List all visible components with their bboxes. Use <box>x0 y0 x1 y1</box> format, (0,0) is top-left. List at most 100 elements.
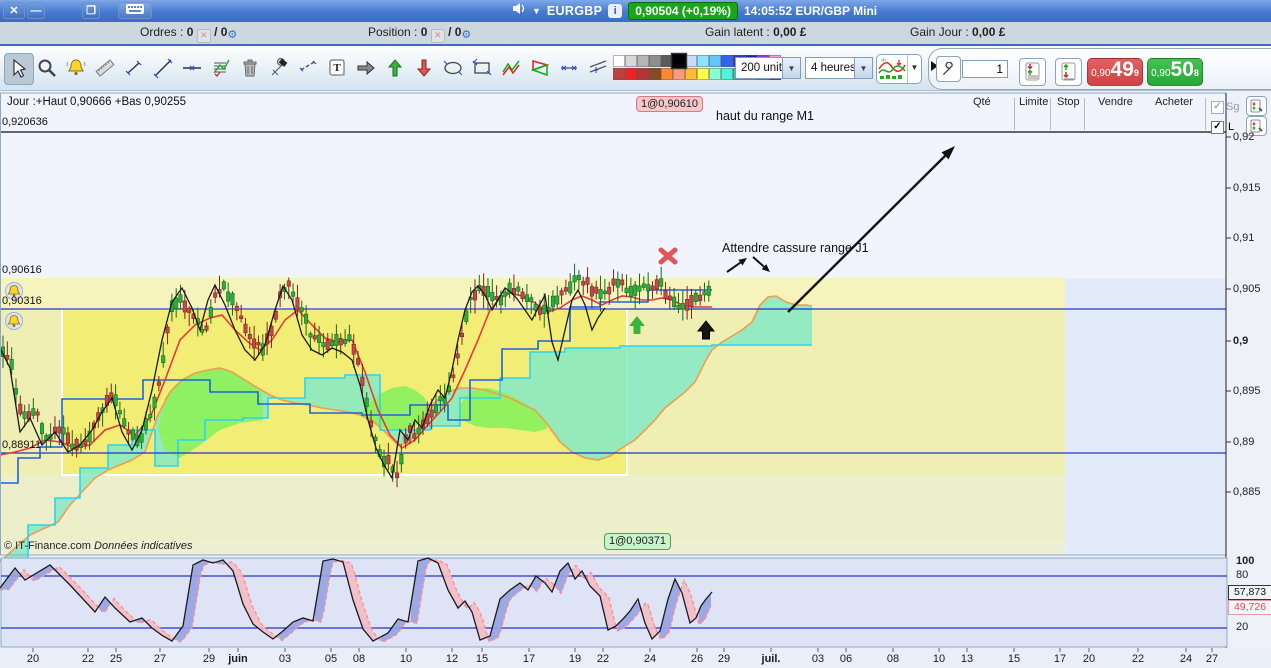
color-swatch[interactable] <box>721 55 733 67</box>
line-crosses-tool-icon[interactable] <box>555 53 583 83</box>
order-level-badge[interactable]: 1@0,90371 <box>604 533 672 550</box>
annotation-text[interactable]: Attendre cassure range J1 <box>722 241 869 255</box>
sell-button[interactable]: 0,90 49 9 <box>1087 58 1143 86</box>
alarm-bell-icon[interactable] <box>5 282 23 300</box>
small-arrow[interactable] <box>752 256 765 268</box>
time-axis-label: 22 <box>1131 653 1145 665</box>
buy-button[interactable]: 0,90 50 8 <box>1147 58 1203 86</box>
color-swatch[interactable] <box>697 55 709 67</box>
ruler-tool-icon[interactable] <box>91 53 119 83</box>
color-swatch[interactable] <box>673 68 685 80</box>
parallel-lines-tool-icon[interactable] <box>584 53 612 83</box>
candlestick <box>650 285 655 291</box>
trend-arrow[interactable] <box>787 155 946 313</box>
candlestick <box>615 278 620 288</box>
units-select[interactable]: 200 unités▼ <box>735 57 801 79</box>
orders-settings-icon[interactable]: ⚙ <box>227 29 238 41</box>
sg-checkbox[interactable]: ✓ <box>1211 101 1224 114</box>
color-swatch[interactable] <box>709 55 721 67</box>
panel-expander-icon[interactable] <box>931 61 938 71</box>
candlestick <box>360 376 365 386</box>
candlestick <box>490 291 495 302</box>
sound-icon[interactable] <box>512 2 526 20</box>
settings-tools-tool-icon[interactable] <box>265 53 293 83</box>
color-swatch[interactable] <box>697 68 709 80</box>
chart-type-button[interactable]: ▼ <box>876 54 922 84</box>
up-arrow-marker[interactable] <box>629 316 645 334</box>
color-swatch[interactable] <box>637 68 649 80</box>
close-button[interactable]: ✕ <box>3 2 25 19</box>
arrow-right-tool-icon[interactable] <box>352 53 380 83</box>
alarm-bell-icon[interactable] <box>5 312 23 330</box>
color-swatch[interactable] <box>721 68 733 80</box>
alarm-bell-tool-icon[interactable] <box>62 53 90 83</box>
cancel-orders-icon[interactable]: ✕ <box>196 29 211 43</box>
small-arrow[interactable] <box>726 261 742 273</box>
chart-type-caret[interactable]: ▼ <box>907 55 921 83</box>
annotation-text[interactable]: haut du range M1 <box>716 109 814 123</box>
candlestick <box>204 325 209 331</box>
candlestick <box>472 290 477 301</box>
l-checkbox[interactable]: ✓ <box>1211 121 1224 134</box>
order-settings-button[interactable] <box>936 56 961 82</box>
color-swatch[interactable] <box>613 68 625 80</box>
oscillator-panel[interactable] <box>0 557 1228 648</box>
instrument-dropdown-caret[interactable]: ▼ <box>532 6 541 16</box>
color-swatch[interactable] <box>637 55 649 67</box>
order-book-icon[interactable] <box>1246 96 1267 116</box>
red-x-marker[interactable] <box>658 247 678 265</box>
minimize-button[interactable]: — <box>27 2 45 19</box>
restore-button[interactable]: ❐ <box>82 2 100 19</box>
time-axis-label: 08 <box>352 653 366 665</box>
segment-tool-icon[interactable] <box>120 53 148 83</box>
color-swatch[interactable] <box>613 55 625 67</box>
timeframe-select[interactable]: 4 heures ▼ <box>805 57 873 79</box>
stochastic-fill <box>699 593 711 625</box>
trash-tool-icon[interactable] <box>236 53 264 83</box>
text-tool-icon[interactable]: T <box>323 53 351 83</box>
color-swatch[interactable] <box>685 68 697 80</box>
order-book-icon[interactable] <box>1246 116 1267 136</box>
quantity-input[interactable] <box>962 60 1008 78</box>
candlestick <box>438 396 443 401</box>
candlestick <box>602 290 607 295</box>
color-swatch[interactable] <box>649 68 661 80</box>
candlestick <box>243 323 248 334</box>
indicator-lines-tool-icon[interactable] <box>207 53 235 83</box>
horizontal-line-tool-icon[interactable] <box>178 53 206 83</box>
cursor-tool-icon[interactable] <box>4 53 34 85</box>
trendline-tool-icon[interactable] <box>149 53 177 83</box>
color-swatch[interactable] <box>661 68 673 80</box>
dotted-line-tool-icon[interactable] <box>294 53 322 83</box>
stochastic-fill <box>411 558 435 624</box>
time-axis-label: 06 <box>839 653 853 665</box>
color-swatch[interactable] <box>625 68 637 80</box>
candlestick <box>130 429 135 440</box>
close-position-icon[interactable]: ✕ <box>430 29 445 43</box>
time-axis-label: 08 <box>886 653 900 665</box>
up-arrow-marker[interactable] <box>696 320 716 340</box>
color-swatch[interactable] <box>709 68 721 80</box>
info-icon[interactable]: i <box>608 4 623 18</box>
keyboard-icon[interactable] <box>118 2 152 19</box>
order-level-badge[interactable]: 1@0,90610 <box>636 96 704 112</box>
stop-order-button[interactable] <box>1055 58 1082 86</box>
ellipse-tool-icon[interactable] <box>439 53 467 83</box>
candlestick <box>226 291 231 302</box>
candlestick <box>31 408 36 416</box>
candlestick <box>659 278 664 287</box>
zigzag-tool-icon[interactable] <box>497 53 525 83</box>
rectangle-tool-icon[interactable] <box>468 53 496 83</box>
triangle-pattern-tool-icon[interactable] <box>526 53 554 83</box>
arrow-down-tool-icon[interactable] <box>410 53 438 83</box>
color-swatch[interactable] <box>649 55 661 67</box>
candlestick <box>672 296 677 308</box>
color-swatch[interactable] <box>670 52 688 70</box>
arrow-up-tool-icon[interactable] <box>381 53 409 83</box>
candlestick <box>585 277 590 285</box>
zoom-tool-icon[interactable] <box>33 53 61 83</box>
limit-order-button[interactable] <box>1019 58 1046 86</box>
color-swatch[interactable] <box>625 55 637 67</box>
position-settings-icon[interactable]: ⚙ <box>461 29 472 41</box>
